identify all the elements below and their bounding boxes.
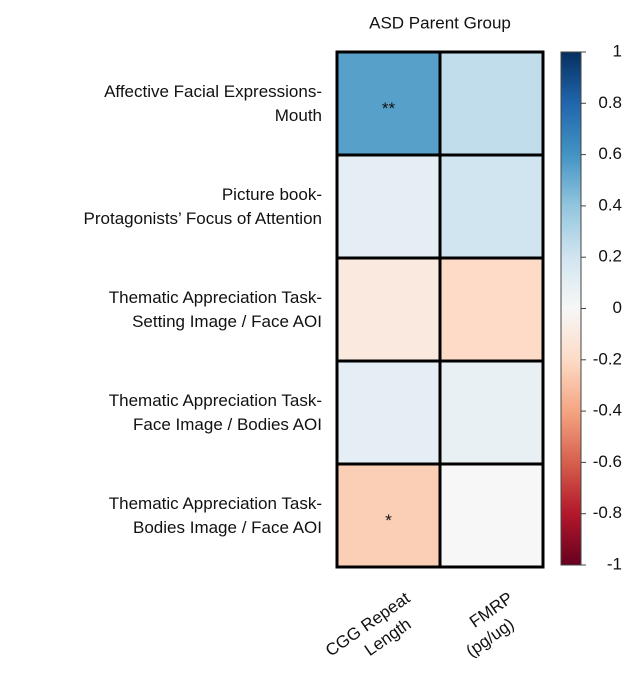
heatmap-cell [438, 462, 545, 569]
heatmap-cell [438, 359, 545, 466]
heatmap-cell [438, 256, 545, 363]
colorbar [560, 51, 582, 566]
colorbar-tick-label: -0.6 [593, 452, 622, 471]
row-label: Protagonists’ Focus of Attention [84, 209, 322, 228]
heatmap-cell [335, 359, 442, 466]
row-label: Bodies Image / Face AOI [133, 518, 322, 537]
row-label: Setting Image / Face AOI [132, 312, 322, 331]
colorbar-tick-label: -0.8 [593, 503, 622, 522]
colorbar-tick-label: 0 [613, 298, 622, 317]
colorbar-tick-label: 1 [613, 41, 622, 60]
row-label: Thematic Appreciation Task- [109, 391, 322, 410]
colorbar-tick-label: 0.4 [598, 195, 622, 214]
heatmap-cell [335, 153, 442, 260]
colorbar-tick-label: -0.2 [593, 349, 622, 368]
colorbar-tick-label: -1 [607, 554, 622, 573]
colorbar-tick-label: -0.4 [593, 401, 622, 420]
column-label: FMRP(pg/ug) [462, 588, 517, 661]
cell-label: ** [382, 99, 396, 118]
heatmap-cell [335, 50, 442, 157]
row-label: Picture book- [222, 185, 322, 204]
row-label: Mouth [275, 106, 322, 125]
heatmap-cell [438, 50, 545, 157]
row-label: Thematic Appreciation Task- [109, 288, 322, 307]
row-label: Thematic Appreciation Task- [109, 494, 322, 513]
heatmap-cell [335, 256, 442, 363]
row-label: Affective Facial Expressions- [104, 82, 322, 101]
chart-title: ASD Parent Group [369, 13, 511, 32]
heatmap-cell [438, 153, 545, 260]
colorbar-tick-label: 0.6 [598, 144, 622, 163]
heatmap-cell [335, 462, 442, 569]
row-label: Face Image / Bodies AOI [133, 415, 322, 434]
cell-label: * [385, 511, 392, 530]
colorbar-tick-label: 0.2 [598, 247, 622, 266]
colorbar-tick-label: 0.8 [598, 93, 622, 112]
